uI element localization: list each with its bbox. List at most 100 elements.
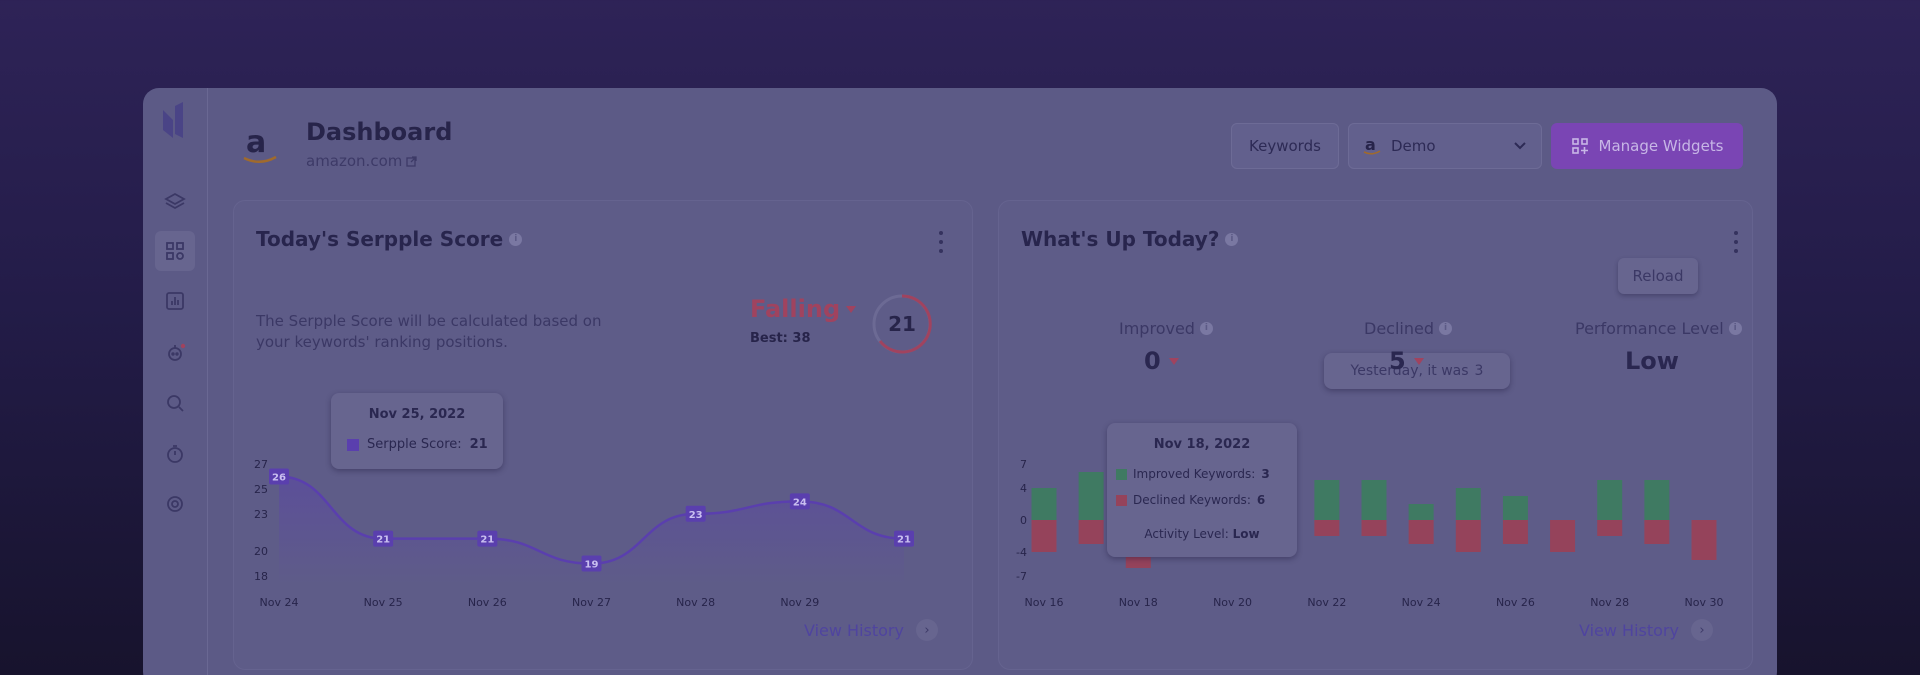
- declined-value-text: 5: [1389, 347, 1406, 375]
- declined-bar: [1597, 520, 1623, 536]
- info-icon[interactable]: i: [1225, 232, 1239, 246]
- more-options-icon[interactable]: [939, 231, 945, 253]
- sidebar: [143, 88, 208, 675]
- x-tick-label: Nov 24: [260, 596, 299, 609]
- activity-view-history-link[interactable]: View History ›: [1579, 619, 1713, 641]
- score-gauge: 21: [872, 294, 932, 354]
- improved-swatch: [1116, 468, 1127, 480]
- score-data-label: 21: [376, 535, 390, 546]
- widgets-icon: [1571, 138, 1588, 154]
- activity-tooltip-declined: Declined Keywords: 6: [1116, 493, 1265, 507]
- improved-bar: [1031, 488, 1057, 520]
- score-point: [269, 468, 289, 485]
- score-description: The Serpple Score will be calculated bas…: [256, 312, 602, 351]
- score-data-label: 26: [272, 472, 286, 483]
- serpple-score-card: Today's Serpple Score i The Serpple Scor…: [233, 200, 973, 670]
- score-data-label: 23: [689, 510, 703, 521]
- reload-button[interactable]: Reload: [1618, 258, 1698, 294]
- info-icon[interactable]: i: [509, 232, 523, 246]
- score-trend: Falling: [750, 295, 857, 323]
- layers-icon[interactable]: [155, 182, 195, 222]
- score-point: [581, 555, 602, 572]
- y-tick-label: 23: [254, 508, 268, 521]
- improved-bar: [1408, 504, 1434, 520]
- score-point: [789, 493, 810, 510]
- chevron-down-icon: [1514, 142, 1526, 150]
- search-icon[interactable]: [155, 383, 195, 423]
- improved-value: 0: [1144, 347, 1179, 375]
- activity-tooltip-improved: Improved Keywords: 3: [1116, 467, 1270, 481]
- whats-up-card: What's Up Today? i Yesterday, it was 3 I…: [998, 200, 1753, 670]
- improved-bar: [1502, 496, 1528, 520]
- declined-bar: [1691, 520, 1717, 560]
- improved-bar: [1644, 480, 1670, 520]
- report-icon[interactable]: [155, 281, 195, 321]
- trend-down-icon: [1413, 357, 1424, 365]
- x-tick-label: Nov 24: [1402, 596, 1441, 609]
- score-line-chart: 18 20 23 25 27 Nov 24 Nov 25 Nov 26 Nov 27 Nov 28…: [254, 458, 914, 609]
- activity-tooltip: Nov 18, 2022 Improved Keywords: 3 Declin…: [1107, 423, 1297, 557]
- declined-bar: [1455, 520, 1481, 552]
- y-tick-label: 20: [254, 545, 268, 558]
- x-tick-label: Nov 29: [780, 596, 819, 609]
- tooltip-improved-label: Improved Keywords:: [1133, 467, 1256, 481]
- yesterday-tooltip: Yesterday, it was 3: [1324, 353, 1510, 389]
- y-tick-label: 0: [1020, 514, 1027, 527]
- app-logo[interactable]: [161, 102, 185, 142]
- declined-bar: [1031, 520, 1057, 552]
- improved-bar: [1078, 472, 1104, 520]
- performance-value: Low: [1625, 347, 1679, 375]
- x-tick-label: Nov 26: [468, 596, 507, 609]
- tooltip-activity-label: Activity Level:: [1144, 527, 1229, 541]
- x-tick-label: Nov 28: [1590, 596, 1629, 609]
- info-icon[interactable]: i: [1199, 322, 1213, 335]
- app-window: a Dashboard amazon.com Keywords a Demo M…: [143, 88, 1777, 675]
- score-card-title: Today's Serpple Score i: [256, 227, 523, 251]
- dashboard-icon[interactable]: [155, 231, 195, 271]
- declined-label: Declined i: [1364, 319, 1452, 338]
- more-options-icon[interactable]: [1734, 231, 1740, 253]
- y-tick-label: 25: [254, 483, 268, 496]
- domain-link[interactable]: amazon.com: [306, 152, 418, 170]
- score-view-history-link[interactable]: View History ›: [804, 619, 938, 641]
- target-icon[interactable]: [155, 484, 195, 524]
- trend-down-icon: [846, 305, 857, 313]
- declined-label-text: Declined: [1364, 319, 1434, 338]
- score-point: [373, 530, 394, 547]
- manage-widgets-button[interactable]: Manage Widgets: [1551, 123, 1743, 169]
- info-icon[interactable]: i: [1439, 322, 1452, 335]
- best-score: Best: 38: [750, 331, 811, 346]
- declined-bar: [1314, 520, 1340, 536]
- y-tick-label: 4: [1020, 482, 1027, 495]
- legend-swatch: [347, 438, 359, 451]
- bot-icon[interactable]: [155, 332, 195, 372]
- score-tooltip-row: Serpple Score: 21: [347, 437, 488, 452]
- yesterday-label: Yesterday, it was: [1350, 363, 1469, 379]
- improved-bar: [1361, 480, 1387, 520]
- chevron-right-icon: ›: [1690, 619, 1713, 641]
- x-tick-label: Nov 30: [1685, 596, 1724, 609]
- score-tooltip-date: Nov 25, 2022: [368, 407, 466, 422]
- score-tooltip-label: Serpple Score:: [367, 437, 462, 452]
- score-point: [685, 505, 706, 522]
- keywords-button[interactable]: Keywords: [1231, 123, 1339, 169]
- x-tick-label: Nov 27: [572, 596, 611, 609]
- y-tick-label: -4: [1016, 546, 1027, 559]
- score-point: [477, 530, 498, 547]
- improved-label: Improved i: [1119, 319, 1213, 338]
- timer-icon[interactable]: [155, 434, 195, 474]
- x-tick-label: Nov 26: [1496, 596, 1535, 609]
- project-select[interactable]: a Demo: [1348, 123, 1542, 169]
- activity-tooltip-level: Activity Level: Low: [1107, 527, 1297, 541]
- activity-tooltip-date: Nov 18, 2022: [1153, 437, 1251, 452]
- score-data-label: 21: [480, 535, 494, 546]
- improved-bar: [1314, 480, 1340, 520]
- tooltip-activity-value: Low: [1232, 527, 1260, 541]
- x-tick-label: Nov 20: [1213, 596, 1252, 609]
- chevron-right-icon: ›: [915, 619, 938, 641]
- amazon-logo: a: [243, 125, 277, 163]
- declined-bar: [1502, 520, 1528, 544]
- info-icon[interactable]: i: [1728, 322, 1742, 335]
- improved-bar: [1455, 488, 1481, 520]
- x-tick-label: Nov 18: [1119, 596, 1158, 609]
